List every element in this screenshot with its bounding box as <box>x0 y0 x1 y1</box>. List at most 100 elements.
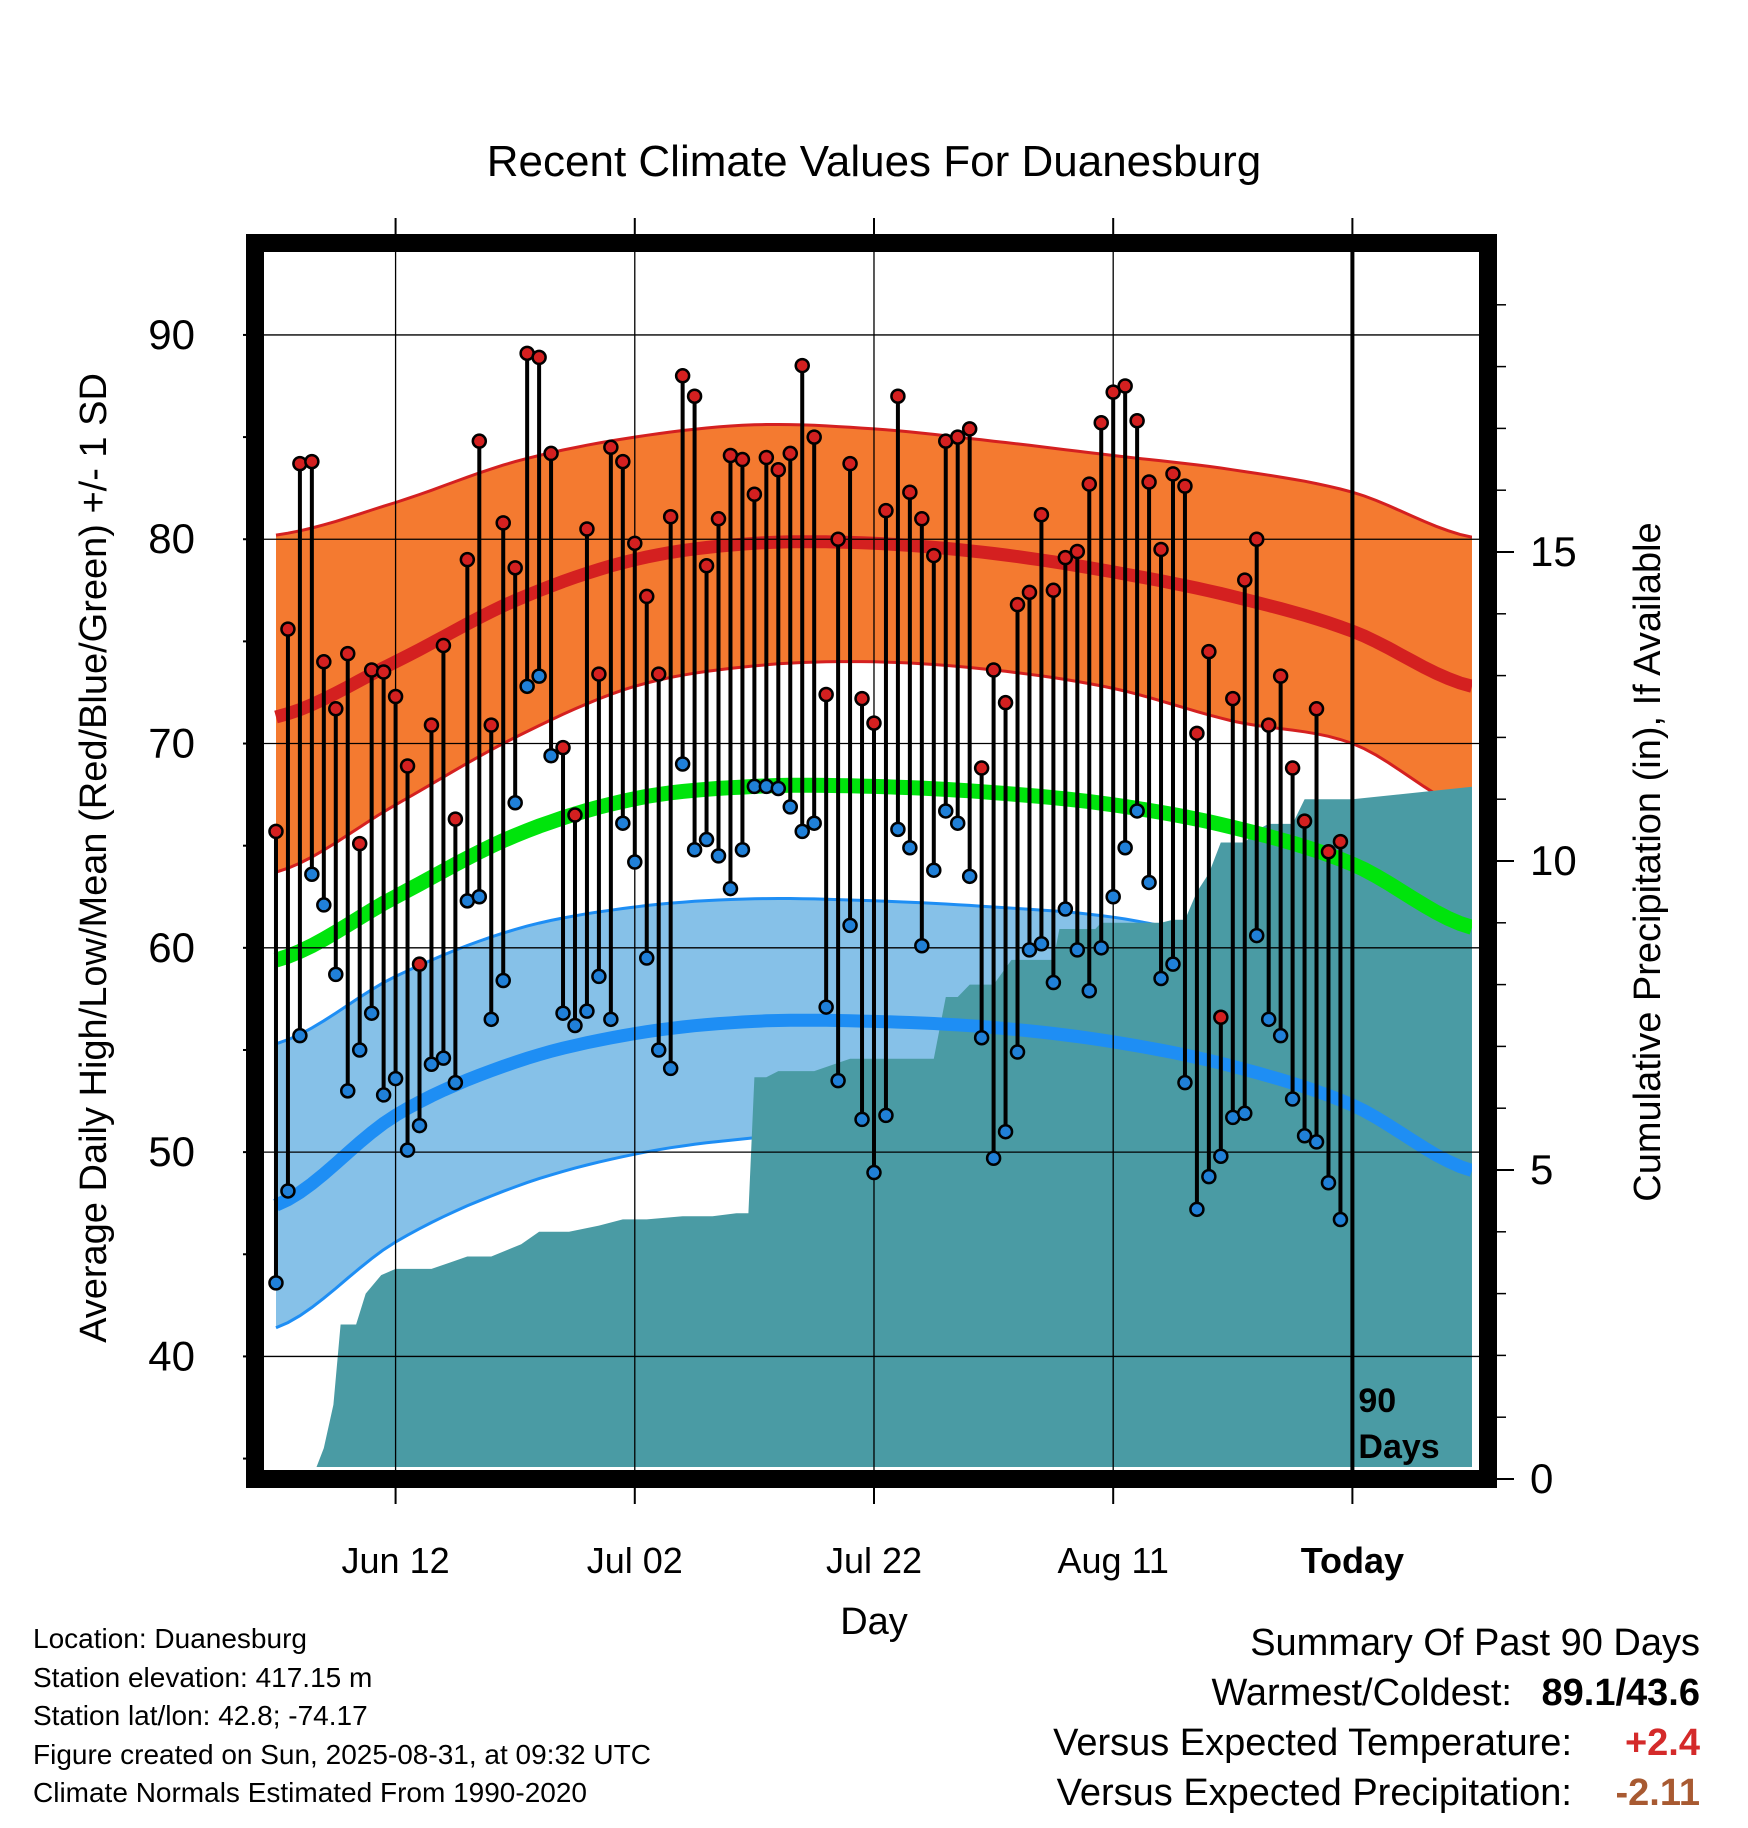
high-temp-point <box>1129 412 1145 429</box>
low-temp-point <box>519 678 535 695</box>
y2-tick-label: 0 <box>1530 1455 1553 1502</box>
low-temp-point <box>890 821 906 838</box>
low-temp-point <box>949 815 966 831</box>
low-temp-point <box>531 668 547 684</box>
low-temp-point <box>351 1042 368 1058</box>
high-temp-point <box>1201 643 1217 660</box>
high-temp-point <box>579 521 595 537</box>
low-temp-point <box>567 1017 583 1034</box>
low-temp-point <box>1129 803 1145 819</box>
low-temp-point <box>842 917 858 934</box>
elevation-text: Station elevation: 417.15 m <box>33 1661 373 1693</box>
low-temp-point <box>997 1123 1014 1140</box>
high-temp-point <box>1177 478 1193 494</box>
plot-frame <box>246 234 1497 1488</box>
low-temp-point <box>1117 839 1133 856</box>
low-temp-point <box>1153 970 1169 987</box>
normals-text: Climate Normals Estimated From 1990-2020 <box>33 1777 587 1808</box>
high-temp-point <box>1225 690 1241 707</box>
high-temp-point <box>758 449 775 466</box>
low-temp-point <box>591 968 607 985</box>
low-temp-point <box>1033 935 1050 952</box>
high-temp-point <box>459 551 476 568</box>
low-temp-point <box>782 799 799 815</box>
high-temp-point <box>1284 760 1301 776</box>
low-temp-point <box>854 1111 870 1128</box>
summary-warmest-row: Warmest/Coldest: 89.1/43.6 <box>1053 1668 1700 1718</box>
high-temp-point <box>1117 378 1133 394</box>
high-temp-point <box>1213 1009 1229 1026</box>
low-temp-point <box>447 1074 464 1091</box>
low-temp-point <box>1272 1027 1289 1044</box>
high-temp-point <box>1057 549 1074 566</box>
high-temp-point <box>1260 717 1277 733</box>
low-temp-point <box>1332 1211 1349 1228</box>
low-temp-point <box>1057 901 1074 917</box>
low-temp-point <box>435 1050 452 1066</box>
high-temp-point <box>674 368 691 384</box>
plot-area: 90 Days 40 50 60 70 80 90 0 5 10 15 Jun 12 Jul 02 Jul … <box>148 218 1577 1581</box>
y-tick-label: 70 <box>148 720 195 767</box>
high-temp-point <box>662 509 679 525</box>
low-temp-point <box>1248 927 1265 944</box>
y2-tick-label: 15 <box>1530 528 1577 575</box>
high-temp-point <box>806 429 822 445</box>
high-temp-point <box>698 558 715 574</box>
high-temp-point <box>866 715 882 731</box>
high-temp-point <box>495 515 511 531</box>
low-temp-point <box>722 880 739 897</box>
low-temp-point <box>985 1150 1002 1167</box>
high-temp-point <box>1021 584 1038 601</box>
low-temp-point <box>1105 889 1121 905</box>
high-temp-point <box>447 811 464 827</box>
location-text: Location: Duanesburg <box>33 1623 307 1654</box>
low-temp-point <box>328 966 344 983</box>
low-temp-point <box>1177 1074 1193 1091</box>
low-temp-point <box>1189 1201 1205 1218</box>
high-temp-point <box>531 349 547 366</box>
y-tick-label: 90 <box>148 311 195 358</box>
high-temp-point <box>1081 476 1098 492</box>
high-temp-point <box>638 588 655 605</box>
high-temp-point <box>710 511 727 527</box>
high-temp-point <box>615 453 631 470</box>
low-temp-point <box>902 839 918 856</box>
y-tick-label: 40 <box>148 1332 195 1379</box>
high-temp-point <box>1153 541 1169 558</box>
low-temp-point <box>1009 1044 1026 1060</box>
x-tick-label: Today <box>1301 1540 1404 1581</box>
high-temp-point <box>746 486 763 503</box>
low-temp-point <box>926 862 942 878</box>
high-temp-point <box>316 654 332 670</box>
low-temp-point <box>1260 1011 1277 1028</box>
high-temp-point <box>555 739 571 756</box>
temp-label: Versus Expected Temperature: <box>1053 1722 1572 1764</box>
high-temp-point <box>483 717 500 733</box>
low-temp-point <box>698 831 715 848</box>
low-temp-point <box>710 848 727 864</box>
high-temp-point <box>507 560 523 576</box>
low-temp-point <box>734 842 751 858</box>
high-temp-point <box>686 388 703 404</box>
low-temp-point <box>375 1087 392 1103</box>
high-temp-point <box>830 531 846 547</box>
high-temp-point <box>423 717 440 733</box>
low-temp-point <box>1213 1148 1229 1164</box>
temp-value: +2.4 <box>1624 1722 1700 1764</box>
low-temp-point <box>961 868 978 885</box>
low-temp-point <box>304 866 320 883</box>
low-temp-point <box>423 1056 440 1073</box>
high-temp-point <box>1237 572 1253 588</box>
high-temp-point <box>351 835 368 852</box>
low-temp-point <box>316 897 332 913</box>
high-temp-point <box>567 807 583 823</box>
high-temp-point <box>543 445 559 462</box>
high-temp-point <box>1009 596 1026 613</box>
precip-label: Versus Expected Precipitation: <box>1056 1772 1572 1814</box>
high-temp-point <box>926 547 942 564</box>
days-marker-label: Days <box>1358 1428 1439 1466</box>
summary-heading: Summary Of Past 90 Days <box>1250 1622 1700 1664</box>
low-temp-point <box>806 815 822 831</box>
high-temp-point <box>328 701 344 717</box>
low-temp-point <box>1165 956 1181 972</box>
